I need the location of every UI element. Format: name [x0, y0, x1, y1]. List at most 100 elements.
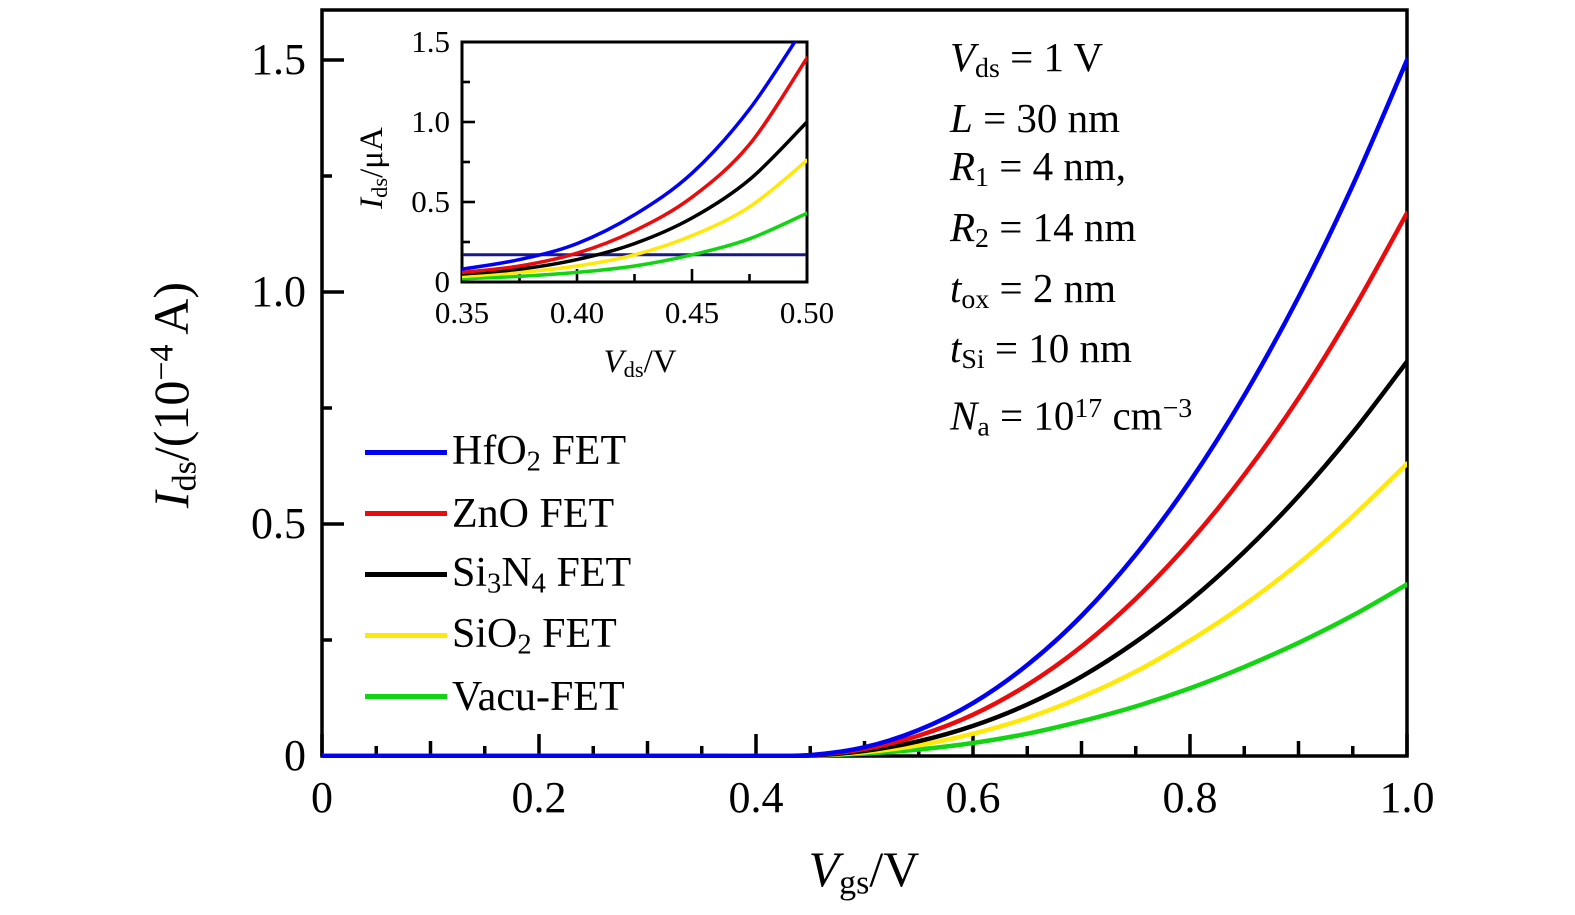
text-segment: ds [166, 461, 204, 492]
inset-plot-frame [460, 40, 809, 284]
text-segment: Si [452, 549, 488, 596]
text-segment: N [501, 549, 532, 596]
text-segment: /(10 [143, 380, 199, 462]
text-segment: t [950, 325, 962, 372]
annotation-line: R1 = 4 nm, [950, 142, 1192, 203]
main-y-tick-label: 0 [284, 731, 306, 780]
inset-x-axis-title: Vds/V [490, 344, 790, 383]
curve-hfo2-fet [462, 42, 797, 271]
legend-color-line [365, 511, 447, 516]
curve-sio2-fet [462, 158, 807, 279]
text-segment: 1 [975, 162, 989, 194]
text-segment: L [950, 94, 973, 141]
text-segment: ox [961, 283, 990, 315]
text-segment: gs [839, 864, 870, 902]
main-y-tick-label: 1.5 [251, 35, 306, 84]
text-segment: HfO [452, 427, 527, 474]
legend-color-line [365, 633, 447, 638]
text-segment: /V [643, 344, 677, 380]
annotation-line: L = 30 nm [950, 94, 1192, 143]
text-segment: I [143, 491, 199, 509]
main-y-axis-title: Ids/(10−4 A) [142, 145, 204, 645]
text-segment: FET [531, 610, 617, 657]
annotation-line: tSi = 10 nm [950, 324, 1192, 385]
text-segment: V [808, 841, 840, 897]
text-segment: 2 [975, 223, 989, 255]
main-x-tick-label: 0.6 [945, 773, 1001, 822]
text-segment: 2 [517, 629, 532, 661]
legend-label: SiO2 FET [452, 610, 617, 661]
annotation-line: Vds = 1 V [950, 33, 1192, 94]
text-segment: 4 [531, 568, 546, 600]
text-segment: R [950, 204, 976, 251]
curve-hfo2-fet [322, 57, 1407, 758]
text-segment: FET [545, 549, 632, 596]
inset-x-tick-label: 0.45 [664, 295, 720, 330]
legend-item-hfo2-fet: HfO2 FET [365, 422, 626, 483]
annotation-line: R2 = 14 nm [950, 203, 1192, 264]
main-x-tick-label: 0.8 [1162, 773, 1218, 822]
text-segment: = 2 nm [989, 264, 1117, 311]
text-segment: Si [961, 344, 985, 376]
text-segment: Vacu-FET [452, 673, 625, 720]
text-segment: 3 [487, 568, 502, 600]
text-segment: SiO [452, 610, 518, 657]
main-x-tick-label: 0.4 [728, 773, 784, 822]
text-segment: 17 [1074, 393, 1103, 425]
text-segment: V [950, 34, 976, 80]
legend-label: HfO2 FET [452, 427, 626, 478]
curve-si3n4-fet [462, 120, 807, 276]
text-segment: I [354, 197, 390, 209]
text-segment: R [950, 143, 976, 190]
text-segment: ds [975, 53, 1000, 85]
text-segment: FET [540, 427, 627, 474]
legend-color-line [365, 450, 447, 455]
legend-label: ZnO FET [452, 490, 614, 538]
text-segment: ds [366, 177, 392, 198]
inset-x-tick-label: 0.50 [779, 295, 835, 330]
text-segment: /μA [354, 127, 390, 178]
text-segment: t [950, 264, 962, 311]
legend-item-si3n4-fet: Si3N4 FET [365, 544, 631, 605]
text-segment: = 4 nm, [988, 143, 1126, 190]
text-segment: −3 [1162, 393, 1193, 425]
text-segment: cm [1102, 392, 1163, 439]
text-segment: = 14 nm [988, 204, 1137, 251]
curve-vacu-fet [462, 211, 807, 281]
inset-y-tick-label: 0.5 [411, 184, 450, 219]
main-y-tick-label: 0.5 [251, 499, 306, 548]
legend-item-vacu-fet: Vacu-FET [365, 666, 625, 727]
main-x-tick-label: 1.0 [1379, 773, 1435, 822]
text-segment: = 10 nm [984, 325, 1132, 372]
curve-zno-fet [462, 56, 807, 275]
inset-y-tick-label: 1.5 [411, 24, 450, 59]
legend-label: Si3N4 FET [452, 549, 631, 600]
legend-item-zno-fet: ZnO FET [365, 483, 614, 544]
legend-color-line [365, 572, 447, 577]
text-segment: V [603, 344, 624, 380]
inset-x-tick-label: 0.40 [549, 295, 605, 330]
text-segment: a [977, 411, 990, 443]
inset-y-tick-label: 1.0 [411, 104, 450, 139]
legend-item-sio2-fet: SiO2 FET [365, 605, 617, 666]
annotation-line: Na = 1017 cm−3 [950, 385, 1192, 452]
text-segment: A) [143, 281, 199, 345]
main-x-axis-title: Vgs/V [714, 840, 1014, 902]
annotation-line: tox = 2 nm [950, 264, 1192, 325]
text-segment: = 10 [989, 392, 1075, 439]
inset-y-tick-label: 0 [434, 264, 451, 299]
text-segment: /V [869, 841, 920, 897]
legend-label: Vacu-FET [452, 673, 625, 721]
main-x-tick-label: 0.2 [511, 773, 567, 822]
text-segment: N [950, 392, 978, 439]
text-segment: 2 [526, 446, 541, 478]
inset-y-axis-title: Ids/μA [354, 18, 396, 318]
text-segment: = 30 nm [972, 94, 1121, 141]
text-segment: ZnO FET [452, 490, 615, 537]
main-x-tick-label: 0 [311, 773, 333, 822]
main-y-tick-label: 1.0 [251, 267, 306, 316]
inset-x-tick-label: 0.35 [434, 295, 490, 330]
